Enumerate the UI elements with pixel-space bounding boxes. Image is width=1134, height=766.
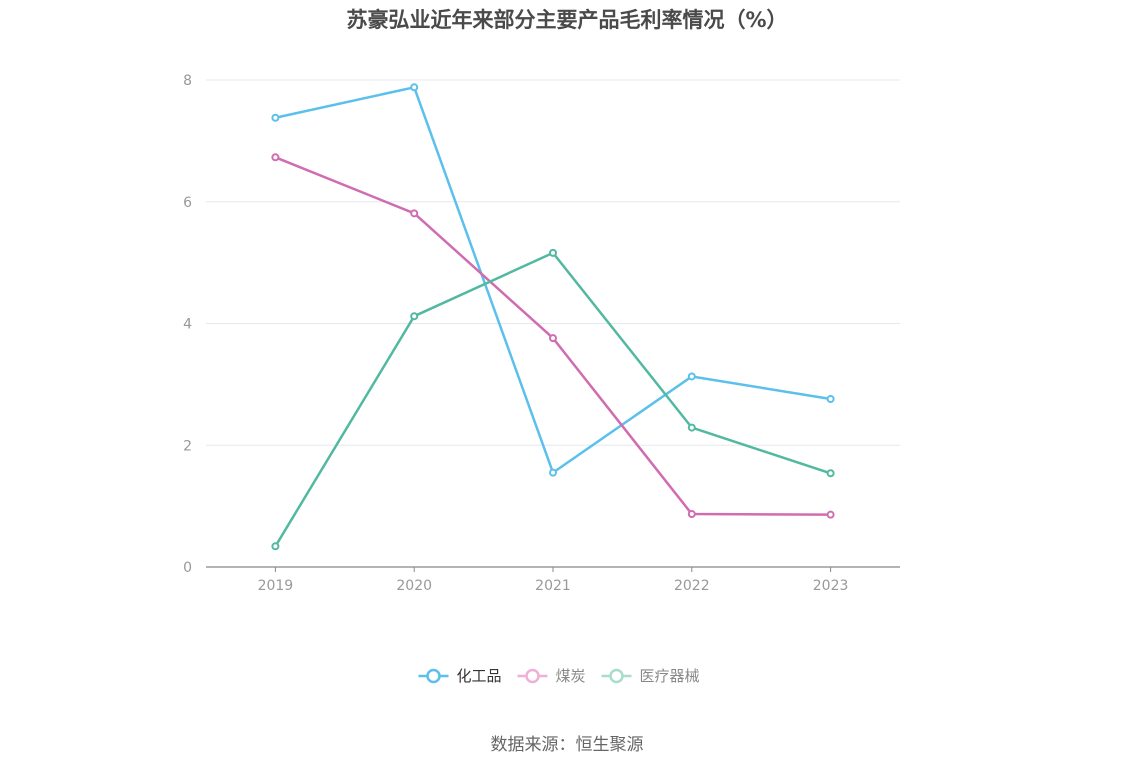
legend-item: 煤炭: [517, 667, 586, 685]
data-point: [271, 113, 280, 122]
legend-marker: [426, 668, 441, 684]
x-tick-label: 2023: [813, 578, 849, 594]
data-point: [410, 83, 419, 92]
x-tick-label: 2022: [674, 578, 710, 594]
source-note: 数据来源：恒生聚源: [490, 735, 644, 755]
data-point: [410, 209, 419, 218]
data-point: [271, 153, 280, 162]
data-point: [826, 510, 835, 519]
legend-label: 医疗器械: [640, 667, 700, 685]
y-tick-label: 0: [183, 560, 192, 576]
x-tick-label: 2019: [258, 578, 294, 594]
series-line-2: [274, 251, 831, 547]
data-point: [826, 394, 835, 403]
data-point: [826, 469, 835, 478]
data-point: [549, 468, 557, 477]
data-point: [687, 423, 696, 432]
legend-item: 化工品: [418, 667, 502, 685]
data-point: [687, 372, 696, 381]
y-tick-label: 2: [183, 438, 192, 454]
chart-title: 苏豪弘业近年来部分主要产品毛利率情况（%）: [346, 8, 788, 32]
data-point: [687, 510, 696, 519]
series-line-0: [275, 86, 831, 474]
y-tick-label: 4: [183, 317, 192, 333]
legend-marker: [609, 668, 624, 684]
legend-marker: [525, 668, 540, 684]
y-tick-label: 6: [183, 195, 192, 211]
data-point: [549, 334, 557, 343]
legend-label: 化工品: [457, 667, 502, 685]
data-point: [549, 248, 557, 257]
y-tick-label: 8: [183, 73, 192, 89]
data-point: [410, 312, 419, 321]
data-point: [271, 542, 280, 551]
x-tick-label: 2021: [535, 578, 571, 594]
legend-label: 煤炭: [556, 667, 586, 685]
legend-item: 医疗器械: [601, 667, 700, 685]
x-tick-label: 2020: [396, 578, 432, 594]
